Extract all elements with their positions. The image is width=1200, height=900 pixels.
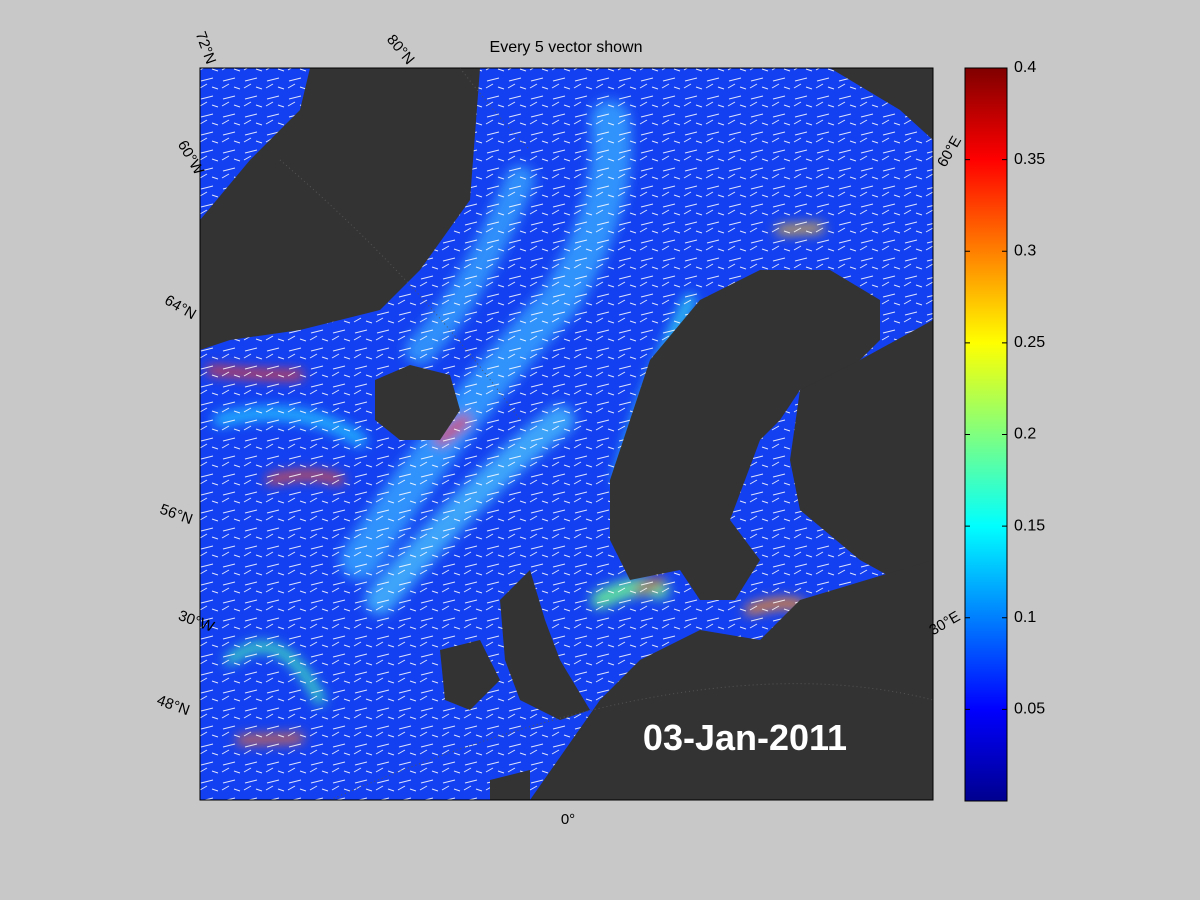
colorbar-axis: 0.05 0.1 0.15 0.2 0.25 0.3 0.35 0.4 xyxy=(965,59,1045,718)
graticule-label: 80°N xyxy=(383,31,418,68)
graticule-label: 56°N xyxy=(158,501,195,528)
land xyxy=(200,68,933,800)
graticule xyxy=(279,68,933,800)
colorbar-tick-label: 0.3 xyxy=(1014,242,1036,259)
colorbar-tick-label: 0.4 xyxy=(1014,59,1036,76)
graticule-label: 48°N xyxy=(155,692,192,719)
title: Every 5 vector shown xyxy=(490,39,643,56)
graticule-label: 64°N xyxy=(162,292,200,323)
colorbar-tick-label: 0.1 xyxy=(1014,609,1036,626)
colorbar-tick-label: 0.15 xyxy=(1014,517,1045,534)
date-label: 03-Jan-2011 xyxy=(643,717,847,758)
colorbar-tick-label: 0.05 xyxy=(1014,701,1045,718)
colorbar-tick-label: 0.25 xyxy=(1014,334,1045,351)
graticule-label: 72°N xyxy=(192,29,219,66)
map-frame xyxy=(199,67,934,801)
map xyxy=(200,68,933,800)
graticule-label: 60°E xyxy=(934,133,965,170)
colorbar-tick-label: 0.35 xyxy=(1014,151,1045,168)
graticule-label: 0° xyxy=(561,811,575,828)
colorbar-tick-label: 0.2 xyxy=(1014,426,1036,443)
colorbar xyxy=(964,67,1008,802)
